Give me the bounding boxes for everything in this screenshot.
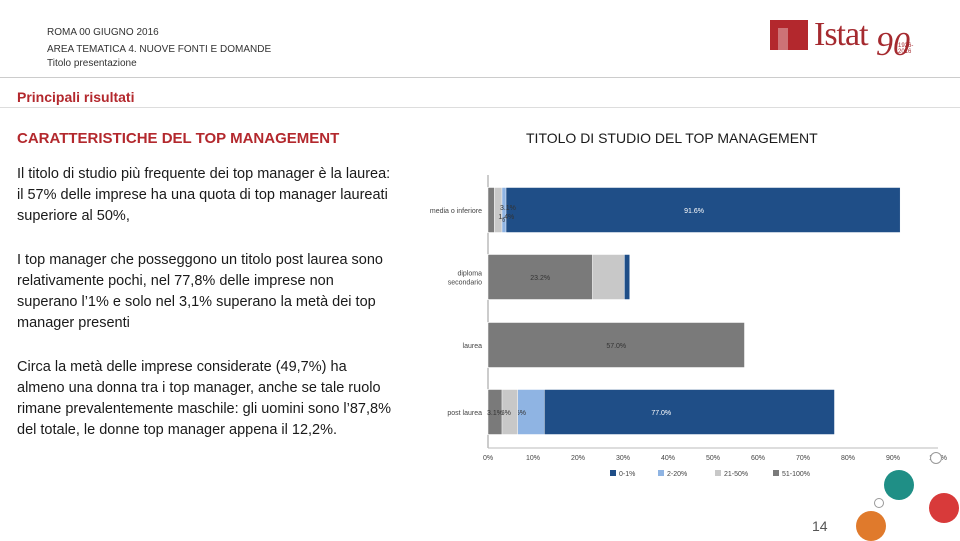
bar-segment: [487, 322, 745, 368]
data-label: 3.1%: [500, 205, 516, 212]
category-label: diploma: [457, 271, 482, 278]
x-tick-label: 70%: [796, 455, 810, 462]
data-label: 3.1%: [487, 410, 503, 417]
left-title: CARATTERISTICHE DEL TOP MANAGEMENT: [17, 130, 340, 147]
data-label: 1.4%: [498, 214, 514, 221]
legend-label: 51-100%: [782, 471, 810, 478]
legend-label: 0-1%: [619, 471, 635, 478]
bar-segment: [487, 389, 835, 435]
bar-segment: [487, 187, 901, 233]
bar-segment: [487, 389, 503, 435]
data-label: 23.2%: [530, 275, 550, 282]
legend-label: 21-50%: [724, 471, 748, 478]
chart-title: TITOLO DI STUDIO DEL TOP MANAGEMENT: [526, 130, 818, 146]
paragraph-3: Circa la metà delle imprese considerate …: [17, 359, 391, 438]
stacked-bar-chart: 0%10%20%30%40%50%60%70%80%90%100%media o…: [430, 175, 947, 478]
data-label: 6.6%: [495, 410, 511, 417]
x-tick-label: 90%: [886, 455, 900, 462]
data-label: 91.6%: [684, 208, 704, 215]
x-tick-label: 50%: [706, 455, 720, 462]
logo-text: Istat: [814, 16, 869, 53]
books-icon: [856, 511, 886, 541]
x-tick-label: 80%: [841, 455, 855, 462]
x-tick-label: 40%: [661, 455, 675, 462]
legend-label: 2-20%: [667, 471, 687, 478]
header-divider: [0, 77, 960, 78]
bar-segment: [487, 254, 593, 300]
bar-segment: [487, 187, 495, 233]
category-label: secondario: [448, 280, 482, 287]
istat-logo: Istat 90 1926-2016: [770, 16, 920, 70]
header-presentation-title: Titolo presentazione: [47, 58, 137, 69]
x-tick-label: 10%: [526, 455, 540, 462]
legend-swatch: [773, 470, 779, 476]
decorative-circle-icon: [930, 452, 942, 464]
logo-small-text: 1926-2016: [898, 43, 914, 55]
paragraph-1: Il titolo di studio più frequente dei to…: [17, 166, 391, 224]
x-tick-label: 30%: [616, 455, 630, 462]
logo-number: 90: [876, 26, 910, 63]
data-label: 57.0%: [606, 343, 626, 350]
x-tick-label: 60%: [751, 455, 765, 462]
category-label: post laurea: [447, 410, 482, 417]
data-label: 77.0%: [651, 410, 671, 417]
decorative-dot-icon: [874, 498, 884, 508]
legend-swatch: [658, 470, 664, 476]
x-tick-label: 0%: [483, 455, 493, 462]
category-label: laurea: [463, 343, 483, 350]
legend-swatch: [610, 470, 616, 476]
istat-logo-mark-icon: [770, 20, 808, 50]
globe-icon: [884, 470, 914, 500]
section-divider: [0, 107, 960, 108]
page-number: 14: [812, 518, 828, 534]
people-icon: [929, 493, 959, 523]
header-area: AREA TEMATICA 4. NUOVE FONTI E DOMANDE: [47, 44, 272, 55]
legend-swatch: [715, 470, 721, 476]
header-date: ROMA 00 GIUGNO 2016: [47, 27, 159, 38]
paragraph-2: I top manager che posseggono un titolo p…: [17, 252, 383, 331]
x-tick-label: 20%: [571, 455, 585, 462]
category-label: media o inferiore: [430, 208, 482, 215]
section-title: Principali risultati: [17, 89, 135, 105]
